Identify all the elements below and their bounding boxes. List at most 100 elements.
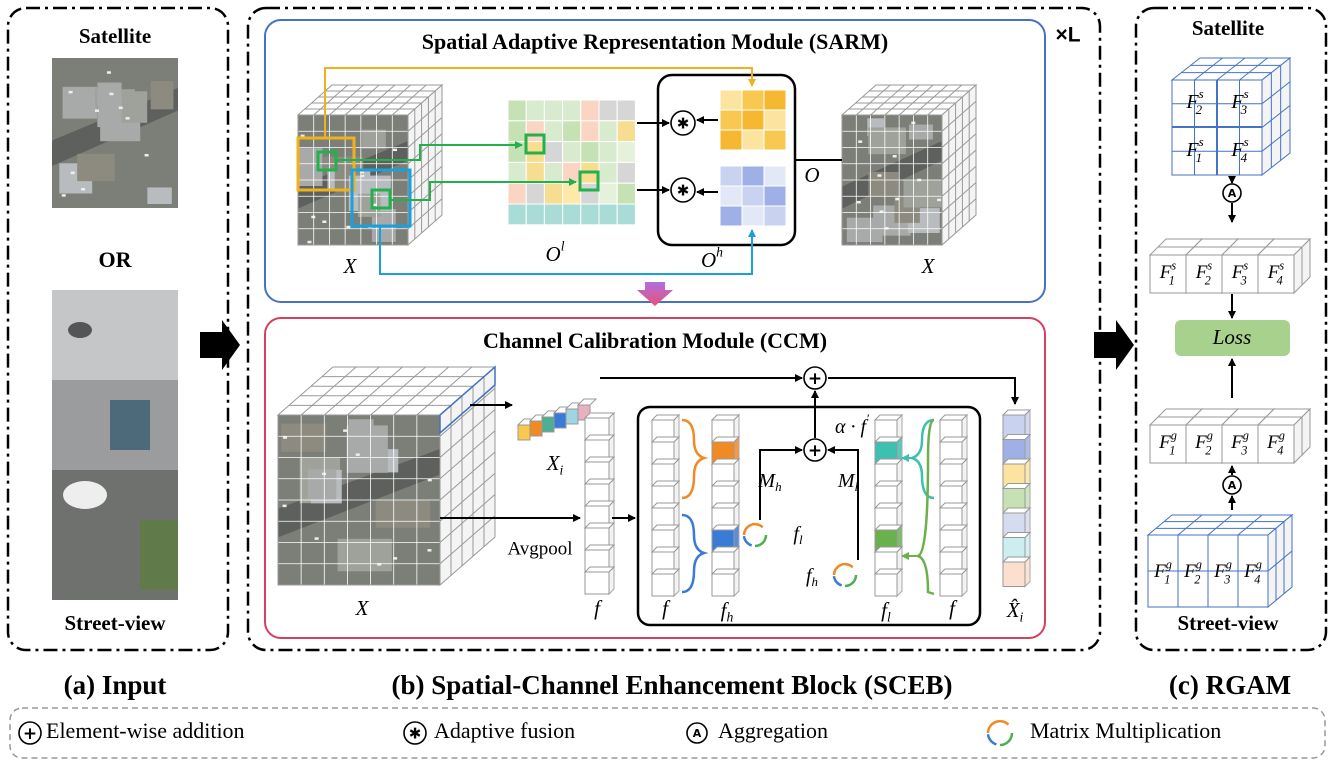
math-sub: 3 [1240, 443, 1247, 457]
oh-cell [764, 110, 786, 130]
math-sup: s [1244, 134, 1249, 149]
matmul-icon [988, 721, 1008, 733]
ol-cell [526, 183, 544, 204]
image-car [893, 155, 897, 158]
math-base: X [921, 254, 936, 278]
math-label: fl [881, 598, 891, 625]
oh-cell [764, 130, 786, 150]
image-building [338, 539, 392, 572]
math-label: X̂i [1006, 598, 1024, 625]
math-label: Mh [757, 470, 781, 494]
math-sup: g [1207, 428, 1213, 442]
image-car [356, 453, 360, 456]
street-building [110, 400, 150, 450]
ol-cell [508, 121, 526, 142]
matmul-icon [744, 524, 763, 535]
math-sub: l [855, 479, 859, 494]
xi-cell [530, 421, 542, 436]
matmul-icon [744, 536, 752, 545]
legend-label: Aggregation [718, 718, 828, 743]
math-label: Fs2 [1185, 86, 1203, 117]
operator-symbol: A [1228, 187, 1237, 200]
xi-cell [518, 425, 530, 440]
caption: (a) Input [64, 670, 167, 700]
math-label: Fg1 [1158, 428, 1177, 457]
matmul-icon [988, 734, 996, 744]
math-label: Fs2 [1195, 258, 1213, 287]
math-label: O [804, 163, 819, 187]
cube [842, 85, 976, 245]
matmul-icon [845, 575, 856, 586]
repeat: ×L [1055, 24, 1080, 47]
column-cell [940, 574, 962, 596]
oh-cell [742, 206, 764, 226]
ol-cell [599, 162, 617, 183]
ol-cell [544, 183, 562, 204]
label: Loss [1212, 325, 1252, 349]
math-base: f [662, 596, 671, 620]
math-base: O [546, 242, 561, 266]
math-base: f [949, 596, 958, 620]
operator-symbol: A [693, 727, 702, 740]
math-sup: g [1243, 428, 1249, 442]
math-label: Oh [701, 245, 723, 272]
ol-cell [526, 100, 544, 121]
label: OR [99, 247, 133, 272]
math-label: Fg4 [1266, 428, 1285, 457]
image-building [909, 125, 933, 140]
math-label: Fg2 [1194, 428, 1213, 457]
math-base: X̂ [1006, 598, 1021, 622]
image-car [119, 107, 123, 110]
ol-cell [544, 100, 562, 121]
oh-cell [764, 206, 786, 226]
math-sup: g [1226, 557, 1232, 571]
math-sub: 1 [1169, 273, 1175, 287]
math-sub: h [812, 574, 819, 589]
column-cell [585, 572, 609, 594]
arrow [380, 226, 752, 274]
xi-top [578, 399, 596, 405]
math-base: X [546, 451, 561, 475]
image-building [97, 83, 121, 128]
math-label: fh [721, 598, 734, 625]
math-label: fh [806, 565, 818, 589]
image-car [71, 172, 75, 175]
operator-symbol: + [23, 724, 37, 744]
image-car [307, 241, 311, 244]
ol-cell [599, 121, 617, 142]
ol-cell [599, 100, 617, 121]
brace [682, 515, 704, 592]
operator-symbol: ✱ [409, 725, 422, 743]
ol-cell [617, 121, 635, 142]
ol-cell [581, 121, 599, 142]
image-car [315, 537, 319, 540]
math-sub: 4 [1277, 443, 1283, 457]
image-building [362, 130, 386, 149]
math-sup: h [716, 245, 723, 260]
ol-cell [599, 183, 617, 204]
street-car [68, 322, 92, 338]
math-base: X [355, 596, 370, 620]
oh-cell [720, 90, 742, 110]
ol-cell [508, 183, 526, 204]
column-cell-side [897, 569, 902, 596]
math-sup: s [1199, 134, 1204, 149]
column-cell [652, 574, 674, 596]
math-label: Fg1 [1153, 557, 1172, 586]
image-building [358, 194, 380, 217]
math-sub: 4 [1277, 273, 1283, 287]
image-car [428, 479, 432, 482]
image-building [77, 154, 114, 181]
image-car [69, 91, 73, 94]
math-base: f [594, 596, 603, 620]
math-sub: l [887, 609, 891, 624]
ol-cell [526, 162, 544, 183]
image-car [81, 188, 85, 191]
cube [278, 367, 495, 585]
math-sub: 1 [1164, 572, 1170, 586]
image-car [283, 505, 287, 508]
image-car [109, 93, 113, 96]
math-label: α · f′ [835, 411, 869, 438]
